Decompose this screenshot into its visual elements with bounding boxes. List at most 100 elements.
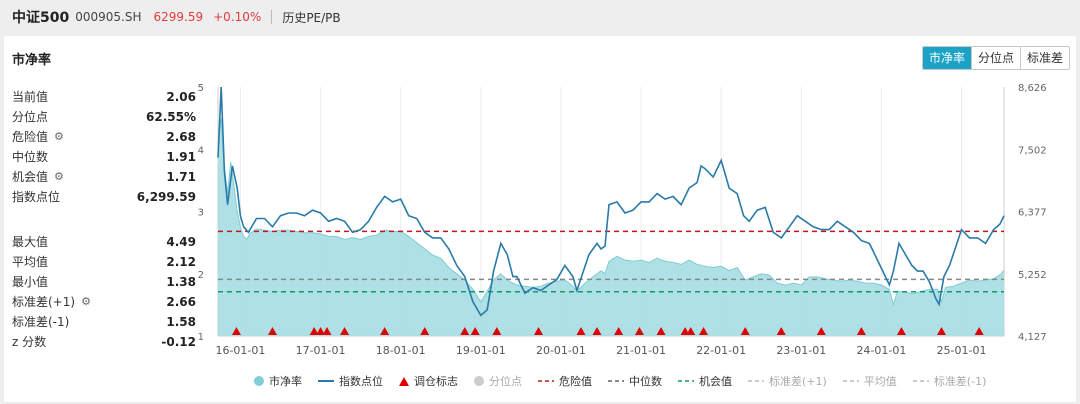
stat-label: 指数点位	[12, 187, 60, 207]
legend-label: 标准差(-1)	[933, 375, 987, 388]
stat-row: 标准差(+1) ⚙ 2.66	[12, 292, 196, 312]
panel-title: 市净率	[12, 53, 52, 68]
stat-row: 当前值 2.06	[12, 87, 196, 107]
legend-item[interactable]: 危险值	[538, 373, 592, 389]
legend-label: 调仓标志	[414, 375, 458, 388]
stat-row: 指数点位 6,299.59	[12, 187, 196, 207]
stat-value: 2.68	[166, 130, 196, 144]
stat-value: 1.91	[166, 150, 196, 164]
legend-swatch-dash	[538, 380, 554, 382]
rebalance-marker	[576, 327, 586, 335]
stat-label: 分位点	[12, 107, 48, 127]
legend-swatch-dot	[474, 376, 484, 386]
legend-item[interactable]: 标准差(-1)	[912, 373, 987, 389]
x-tick-label: 21-01-01	[616, 344, 666, 357]
stat-label-text: 危险值	[12, 130, 49, 144]
index-price: 6299.59	[153, 10, 204, 24]
rebalance-marker	[460, 327, 470, 335]
stat-value: 2.12	[166, 255, 196, 269]
rebalance-marker	[937, 327, 947, 335]
stat-row: 最大值 4.49	[12, 232, 196, 252]
y-left-tick-label: 5	[198, 83, 204, 94]
legend-label: 标准差(+1)	[769, 375, 827, 388]
stat-row: 危险值 ⚙ 2.68	[12, 127, 196, 147]
stat-label-text: 平均值	[12, 255, 49, 269]
legend-swatch-triangle	[399, 377, 409, 386]
stat-row: 分位点 62.55%	[12, 107, 196, 127]
stat-label-text: 标准差(+1)	[12, 295, 76, 309]
gear-icon[interactable]: ⚙	[81, 295, 91, 308]
y-right-tick-label: 5,252	[1018, 270, 1047, 281]
legend-swatch-line	[318, 380, 334, 382]
index-name: 中证500	[12, 10, 70, 26]
stat-label: 当前值	[12, 87, 48, 107]
rebalance-marker	[856, 327, 866, 335]
rebalance-marker	[380, 327, 390, 335]
legend-swatch-dash	[608, 380, 624, 382]
stat-value: -0.12	[161, 335, 196, 349]
legend-item[interactable]: 分位点	[474, 373, 522, 389]
y-left-tick-label: 4	[198, 145, 204, 156]
tab-2[interactable]: 标准差	[1019, 47, 1069, 69]
legend-swatch-dot	[254, 376, 264, 386]
rebalance-marker	[699, 327, 709, 335]
stat-label-text: 分位点	[12, 110, 49, 124]
rebalance-marker	[974, 327, 984, 335]
legend-label: 分位点	[489, 375, 522, 388]
stat-label: 危险值 ⚙	[12, 127, 64, 147]
stat-label-text: 机会值	[12, 170, 49, 184]
tab-0[interactable]: 市净率	[922, 47, 971, 69]
stat-label: 标准差(+1) ⚙	[12, 292, 91, 312]
y-left-tick-label: 2	[198, 270, 204, 281]
x-tick-label: 20-01-01	[536, 344, 586, 357]
index-header: 中证500 000905.SH 6299.59 +0.10% 历史PE/PB	[0, 0, 1080, 34]
legend-label: 市净率	[269, 375, 302, 388]
y-right-tick-label: 8,626	[1018, 83, 1047, 94]
legend-item[interactable]: 中位数	[608, 373, 662, 389]
x-tick-label: 19-01-01	[456, 344, 506, 357]
stat-label-text: 最小值	[12, 275, 49, 289]
rebalance-marker	[686, 327, 696, 335]
rebalance-marker	[340, 327, 350, 335]
legend-label: 指数点位	[339, 375, 383, 388]
stat-value: 62.55%	[146, 110, 196, 124]
rebalance-marker	[592, 327, 602, 335]
rebalance-marker	[656, 327, 666, 335]
header-divider	[271, 10, 273, 24]
index-change: +0.10%	[213, 10, 262, 24]
stat-value: 2.06	[166, 90, 196, 104]
stat-label-text: 标准差(-1)	[12, 315, 70, 329]
legend-item[interactable]: 标准差(+1)	[748, 373, 827, 389]
pb-chart: 16-01-01 17-01-01 18-01-01 19-01-01 20-01-01…	[198, 83, 1047, 357]
legend-item[interactable]: 市净率	[254, 373, 302, 389]
index-code: 000905.SH	[75, 10, 142, 24]
legend-item[interactable]: 平均值	[842, 373, 897, 389]
stat-label-text: 中位数	[12, 150, 49, 164]
rebalance-marker	[896, 327, 906, 335]
legend-item[interactable]: 指数点位	[318, 373, 383, 389]
y-left-tick-label: 1	[198, 332, 204, 343]
legend-item[interactable]: 机会值	[678, 373, 732, 389]
rebalance-marker	[322, 327, 332, 335]
stat-row: 最小值 1.38	[12, 272, 196, 292]
gear-icon[interactable]: ⚙	[54, 130, 64, 143]
stat-value: 6,299.59	[136, 190, 196, 204]
legend-item[interactable]: 调仓标志	[399, 373, 458, 389]
x-tick-label: 22-01-01	[696, 344, 746, 357]
tab-1[interactable]: 分位点	[970, 47, 1020, 69]
rebalance-marker	[309, 327, 319, 335]
legend-label: 机会值	[699, 375, 732, 388]
history-pe-pb-link[interactable]: 历史PE/PB	[282, 10, 341, 25]
legend-label: 中位数	[629, 375, 662, 388]
index-line-series	[217, 86, 1005, 317]
stat-value: 2.66	[166, 295, 196, 309]
stat-label-text: z 分数	[12, 335, 47, 349]
rebalance-marker	[816, 327, 826, 335]
gear-icon[interactable]: ⚙	[54, 170, 64, 183]
rebalance-marker	[492, 327, 502, 335]
stat-value: 1.38	[166, 275, 196, 289]
pb-panel: 市净率 市净率 分位点 标准差 当前值 2.06 分位点 62.55% 危险值 ⚙ 2.68 中位…	[4, 36, 1076, 402]
y-left-tick-label: 3	[198, 208, 204, 219]
stat-label: 标准差(-1)	[12, 312, 69, 332]
legend-label: 危险值	[559, 375, 592, 388]
